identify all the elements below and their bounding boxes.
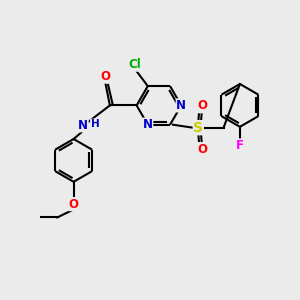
Text: S: S xyxy=(193,121,203,135)
Text: N: N xyxy=(143,118,153,131)
Text: O: O xyxy=(69,198,79,211)
Text: N: N xyxy=(176,99,186,112)
Text: Cl: Cl xyxy=(128,58,141,71)
Text: O: O xyxy=(100,70,110,83)
Text: H: H xyxy=(91,119,99,129)
Text: O: O xyxy=(197,143,208,156)
Text: F: F xyxy=(236,139,244,152)
Text: N: N xyxy=(78,119,88,132)
Text: O: O xyxy=(197,100,208,112)
